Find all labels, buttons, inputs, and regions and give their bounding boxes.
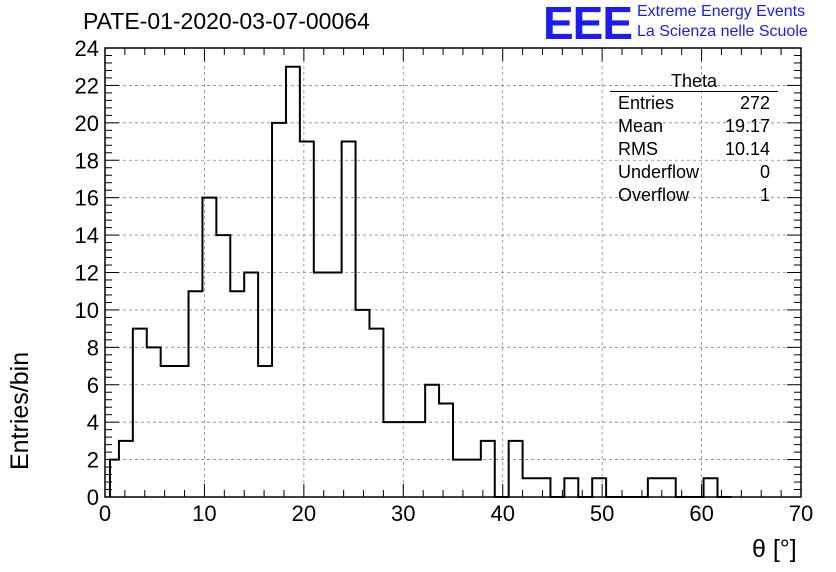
- histogram-bin: [342, 142, 356, 497]
- stats-row-underflow: Underflow 0: [610, 161, 778, 184]
- histogram-bars: [108, 65, 732, 498]
- x-tick-label: 60: [689, 501, 713, 526]
- y-tick-label: 18: [75, 148, 99, 173]
- axis-ticks: [104, 47, 802, 498]
- y-tick-label: 10: [75, 298, 99, 323]
- histogram-bin: [117, 460, 119, 497]
- stats-label: Entries: [618, 93, 675, 113]
- y-tick-label: 24: [75, 36, 99, 61]
- histogram-bin: [314, 273, 328, 498]
- x-tick-label: 30: [391, 501, 415, 526]
- histogram-bin: [202, 198, 216, 497]
- histogram-bin: [537, 478, 551, 497]
- stats-value: 1: [759, 185, 770, 205]
- run-title: PATE-01-2020-03-07-00064: [83, 8, 370, 34]
- stats-label: Mean: [618, 116, 664, 136]
- histogram-bin: [328, 273, 342, 498]
- logo-subtitle-2: La Scienza nelle Scuole: [637, 23, 808, 40]
- y-tick-label: 12: [75, 261, 99, 286]
- histogram-bin: [453, 460, 467, 497]
- histogram-bin: [411, 422, 425, 497]
- histogram-bin: [244, 273, 258, 498]
- histogram-bin: [258, 366, 272, 497]
- histogram-bin: [133, 329, 147, 497]
- stats-label: RMS: [618, 139, 658, 159]
- x-axis-label: θ [°]: [752, 535, 797, 563]
- y-tick-label: 0: [87, 485, 99, 510]
- histogram-bin: [216, 235, 230, 497]
- histogram-bin: [119, 441, 133, 497]
- y-axis-label: Entries/bin: [6, 351, 34, 470]
- stats-title: Theta: [610, 72, 778, 92]
- stats-row-entries: Entries 272: [610, 92, 778, 115]
- x-tick-label: 0: [99, 501, 111, 526]
- histogram-bin: [369, 329, 383, 497]
- y-tick-label: 4: [87, 410, 99, 435]
- histogram-bin: [439, 403, 453, 497]
- stats-value: 0: [759, 162, 770, 182]
- histogram-bin: [481, 441, 495, 497]
- logo-subtitle-1: Extreme Energy Events: [637, 3, 806, 20]
- y-tick-label: 2: [87, 448, 99, 473]
- histogram-bin: [175, 366, 189, 497]
- histogram-bin: [592, 478, 606, 497]
- y-tick-label: 20: [75, 111, 99, 136]
- y-tick-label: 16: [75, 186, 99, 211]
- y-tick-label: 14: [75, 223, 99, 248]
- y-tick-label: 8: [87, 335, 99, 360]
- histogram-bin: [356, 310, 370, 497]
- stats-box: Theta Entries 272 Mean 19.17 RMS 10.14 U…: [610, 72, 778, 207]
- stats-label: Underflow: [618, 162, 700, 182]
- y-tick-label: 22: [75, 73, 99, 98]
- histogram-bin: [648, 478, 662, 497]
- x-tick-label: 70: [789, 501, 813, 526]
- stats-value: 272: [739, 93, 770, 113]
- stats-value: 10.14: [724, 139, 770, 159]
- x-tick-label: 10: [192, 501, 216, 526]
- x-tick-label: 20: [292, 501, 316, 526]
- histogram-bin: [397, 422, 411, 497]
- histogram-bin: [189, 291, 203, 497]
- stats-row-mean: Mean 19.17: [610, 115, 778, 138]
- histogram-bin: [286, 67, 300, 497]
- histogram-bin: [425, 385, 439, 497]
- histogram-bin: [230, 291, 244, 497]
- x-tick-label: 40: [490, 501, 514, 526]
- histogram-outline: [108, 65, 732, 498]
- histogram-bin: [383, 422, 397, 497]
- stats-row-overflow: Overflow 1: [610, 184, 778, 207]
- histogram-bin: [467, 460, 481, 497]
- histogram-bin: [704, 478, 718, 497]
- y-tick-label: 6: [87, 373, 99, 398]
- histogram-bin: [161, 366, 175, 497]
- stats-value: 19.17: [724, 116, 770, 136]
- histogram-bin: [564, 478, 578, 497]
- stats-label: Overflow: [618, 185, 690, 205]
- histogram-bin: [272, 123, 286, 497]
- histogram-bin: [509, 441, 523, 497]
- histogram-bin: [523, 478, 537, 497]
- histogram-bin: [300, 142, 314, 497]
- x-tick-label: 50: [590, 501, 614, 526]
- histogram-bin: [110, 460, 117, 497]
- histogram-bin: [147, 347, 161, 497]
- eee-logo: EEE: [543, 0, 633, 49]
- stats-row-rms: RMS 10.14: [610, 138, 778, 161]
- histogram-bin: [662, 478, 676, 497]
